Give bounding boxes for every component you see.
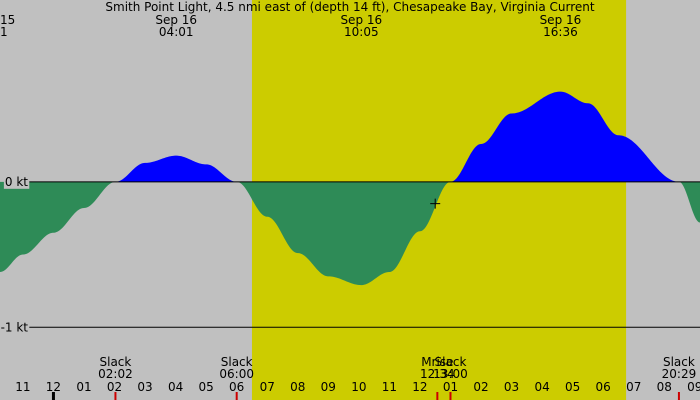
x-tick-label: 07	[260, 380, 275, 394]
x-tick-label: 11	[382, 380, 397, 394]
slack-label: Slack	[663, 355, 695, 369]
x-tick-label: 03	[137, 380, 152, 394]
x-tick-label: 12	[46, 380, 61, 394]
x-tick-label: 05	[199, 380, 214, 394]
left-cut-label-top: 15	[0, 13, 15, 27]
x-tick-label: 04	[168, 380, 183, 394]
x-tick-label: 02	[107, 380, 122, 394]
moonrise-time-label: 12:34	[420, 367, 455, 381]
left-cut-label-bottom: 1	[0, 25, 8, 39]
peak-time-label: 10:05	[344, 25, 379, 39]
flood-current-area	[0, 91, 700, 182]
peak-time-label: 04:01	[159, 25, 194, 39]
y-tick-label-bg	[3, 174, 30, 189]
x-tick-label: 09	[687, 380, 700, 394]
slack-label: Slack	[221, 355, 253, 369]
x-tick-label: 03	[504, 380, 519, 394]
y-tick-label: -1 kt	[1, 320, 29, 334]
x-tick-label: 10	[351, 380, 366, 394]
chart-title: Smith Point Light, 4.5 nmi east of (dept…	[105, 0, 595, 14]
slack-label: Slack	[435, 355, 467, 369]
peak-date-label: Sep 16	[340, 13, 382, 27]
x-tick-label: 12	[412, 380, 427, 394]
x-tick-label: 01	[443, 380, 458, 394]
x-tick-label: 11	[15, 380, 30, 394]
ebb-current-area	[0, 181, 700, 286]
x-tick-label: 06	[229, 380, 244, 394]
x-tick-label: 09	[321, 380, 336, 394]
slack-time-label: 06:00	[219, 367, 254, 381]
x-tick-label: 02	[473, 380, 488, 394]
slack-time-label: 13:00	[433, 367, 468, 381]
x-tick-label: 04	[534, 380, 549, 394]
x-tick-label: 08	[657, 380, 672, 394]
x-tick-label: 08	[290, 380, 305, 394]
moonrise-label: Mrise	[421, 355, 453, 369]
peak-time-label: 16:36	[543, 25, 578, 39]
y-tick-label: 0 kt	[5, 175, 28, 189]
x-tick-label: 07	[626, 380, 641, 394]
slack-label: Slack	[100, 355, 132, 369]
x-tick-label: 05	[565, 380, 580, 394]
peak-date-label: Sep 16	[540, 13, 582, 27]
x-tick-label: 01	[76, 380, 91, 394]
x-tick-label: 06	[596, 380, 611, 394]
y-tick-label-bg	[0, 320, 30, 335]
peak-date-label: Sep 16	[155, 13, 197, 27]
slack-time-label: 02:02	[98, 367, 133, 381]
slack-time-label: 20:29	[662, 367, 697, 381]
